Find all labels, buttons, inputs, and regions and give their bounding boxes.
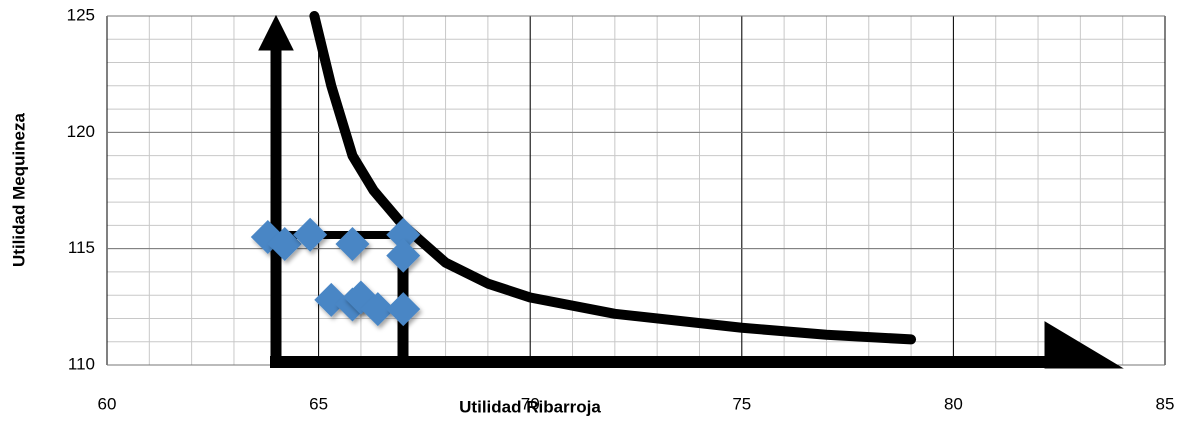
point — [386, 238, 421, 273]
points — [250, 217, 421, 327]
x-tick-label: 75 — [732, 394, 751, 413]
point — [360, 292, 395, 327]
horizontal-arrow-head — [1044, 321, 1124, 369]
grid — [106, 15, 1166, 366]
y-tick-label: 110 — [68, 354, 95, 373]
point — [293, 217, 328, 252]
y-axis-label: Utilidad Mequineza — [9, 112, 28, 267]
point — [386, 292, 421, 327]
y-tick-label: 115 — [68, 238, 95, 257]
vertical-arrow-head — [258, 14, 294, 51]
point — [267, 227, 302, 262]
x-tick-label: 80 — [944, 394, 963, 413]
marks — [309, 11, 917, 345]
x-tick-label: 70 — [521, 394, 540, 413]
x-tick-label: 65 — [309, 394, 328, 413]
x-tick-label: 60 — [98, 394, 117, 413]
point — [386, 217, 421, 252]
point — [335, 227, 370, 262]
x-tick-label: 85 — [1156, 394, 1175, 413]
curve — [309, 11, 917, 345]
y-tick-label: 125 — [67, 5, 95, 24]
x-axis-label: Utilidad Ribarroja — [459, 397, 601, 416]
y-tick-label: 120 — [67, 122, 95, 141]
